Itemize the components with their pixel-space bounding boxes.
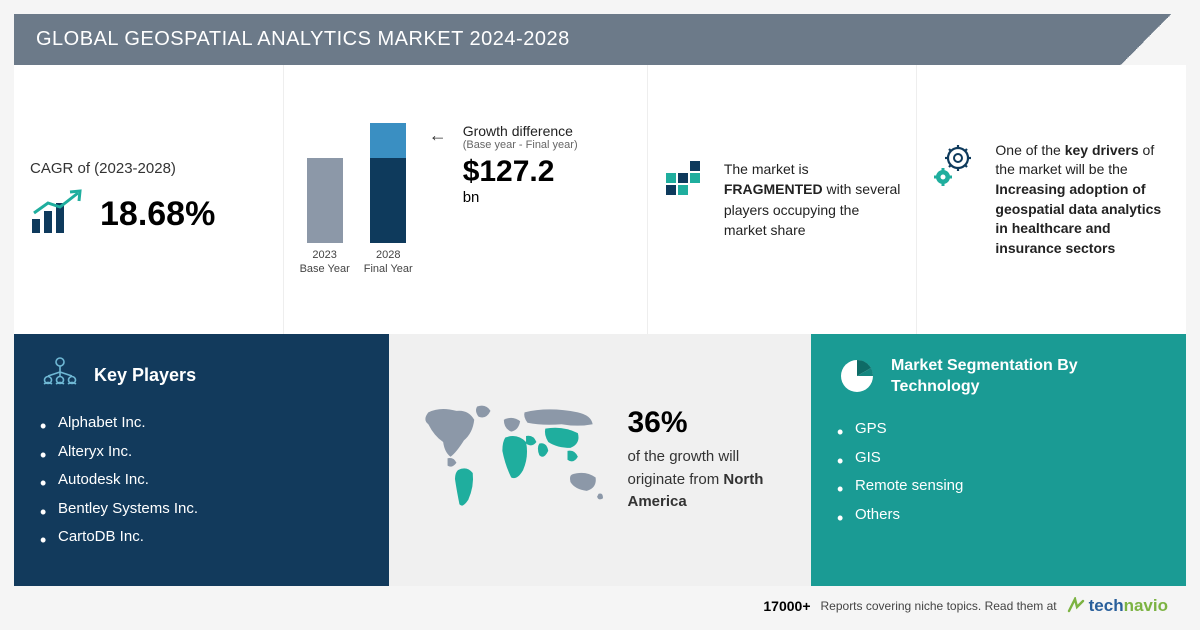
growth-chart-icon (30, 189, 86, 240)
gear-icon (933, 141, 983, 196)
cagr-label: CAGR of (2023-2028) (30, 160, 267, 177)
key-players-panel: Key Players Alphabet Inc. Alteryx Inc. A… (14, 334, 389, 586)
bar-2023 (307, 123, 343, 243)
growth-bar-chart: 2023Base Year 2028Final Year (300, 123, 413, 275)
segmentation-title: Market Segmentation By Technology (891, 356, 1160, 398)
segmentation-panel: Market Segmentation By Technology GPS GI… (811, 334, 1186, 586)
driver-text: One of the key drivers of the market wil… (995, 141, 1170, 259)
cagr-value: 18.68% (100, 195, 215, 234)
key-players-icon (40, 356, 80, 395)
list-item: Autodesk Inc. (40, 466, 363, 495)
growth-diff-text: Growth difference (Base year - Final yea… (463, 123, 578, 206)
list-item: Alphabet Inc. (40, 409, 363, 438)
list-item: GPS (837, 415, 1160, 444)
list-item: Bentley Systems Inc. (40, 495, 363, 524)
footer-text: Reports covering niche topics. Read them… (821, 599, 1057, 613)
origin-percent: 36% (628, 406, 785, 440)
list-item: Alteryx Inc. (40, 438, 363, 467)
footer-bar: 17000+ Reports covering niche topics. Re… (14, 586, 1186, 616)
segmentation-list: GPS GIS Remote sensing Others (837, 415, 1160, 529)
technavio-logo: technavio (1067, 596, 1168, 616)
growth-origin-panel: 36% of the growth will originate from No… (389, 334, 811, 586)
key-players-list: Alphabet Inc. Alteryx Inc. Autodesk Inc.… (40, 409, 363, 552)
origin-text: 36% of the growth will originate from No… (628, 406, 785, 514)
cagr-value-row: 18.68% (30, 189, 267, 240)
list-item: Remote sensing (837, 472, 1160, 501)
fragmentation-icon (664, 159, 710, 210)
arrow-icon: ← (429, 125, 447, 146)
pie-chart-icon (837, 356, 877, 401)
list-item: CartoDB Inc. (40, 523, 363, 552)
bottom-row: Key Players Alphabet Inc. Alteryx Inc. A… (14, 334, 1186, 586)
top-stats-row: CAGR of (2023-2028) 18.68% (14, 65, 1186, 334)
list-item: Others (837, 501, 1160, 530)
cagr-panel: CAGR of (2023-2028) 18.68% (14, 65, 284, 334)
header-bar: GLOBAL GEOSPATIAL ANALYTICS MARKET 2024-… (14, 14, 1186, 65)
key-driver-panel: One of the key drivers of the market wil… (917, 65, 1186, 334)
report-count: 17000+ (763, 598, 810, 614)
infographic-container: GLOBAL GEOSPATIAL ANALYTICS MARKET 2024-… (0, 0, 1200, 630)
growth-difference-panel: 2023Base Year 2028Final Year ← Growth di… (284, 65, 648, 334)
list-item: GIS (837, 444, 1160, 473)
page-title: GLOBAL GEOSPATIAL ANALYTICS MARKET 2024-… (36, 28, 570, 50)
world-map-icon (415, 402, 607, 518)
bar-2028 (370, 123, 406, 243)
key-players-title: Key Players (94, 365, 196, 386)
fragmentation-panel: The market is FRAGMENTED with several pl… (648, 65, 918, 334)
fragmentation-text: The market is FRAGMENTED with several pl… (724, 159, 901, 240)
